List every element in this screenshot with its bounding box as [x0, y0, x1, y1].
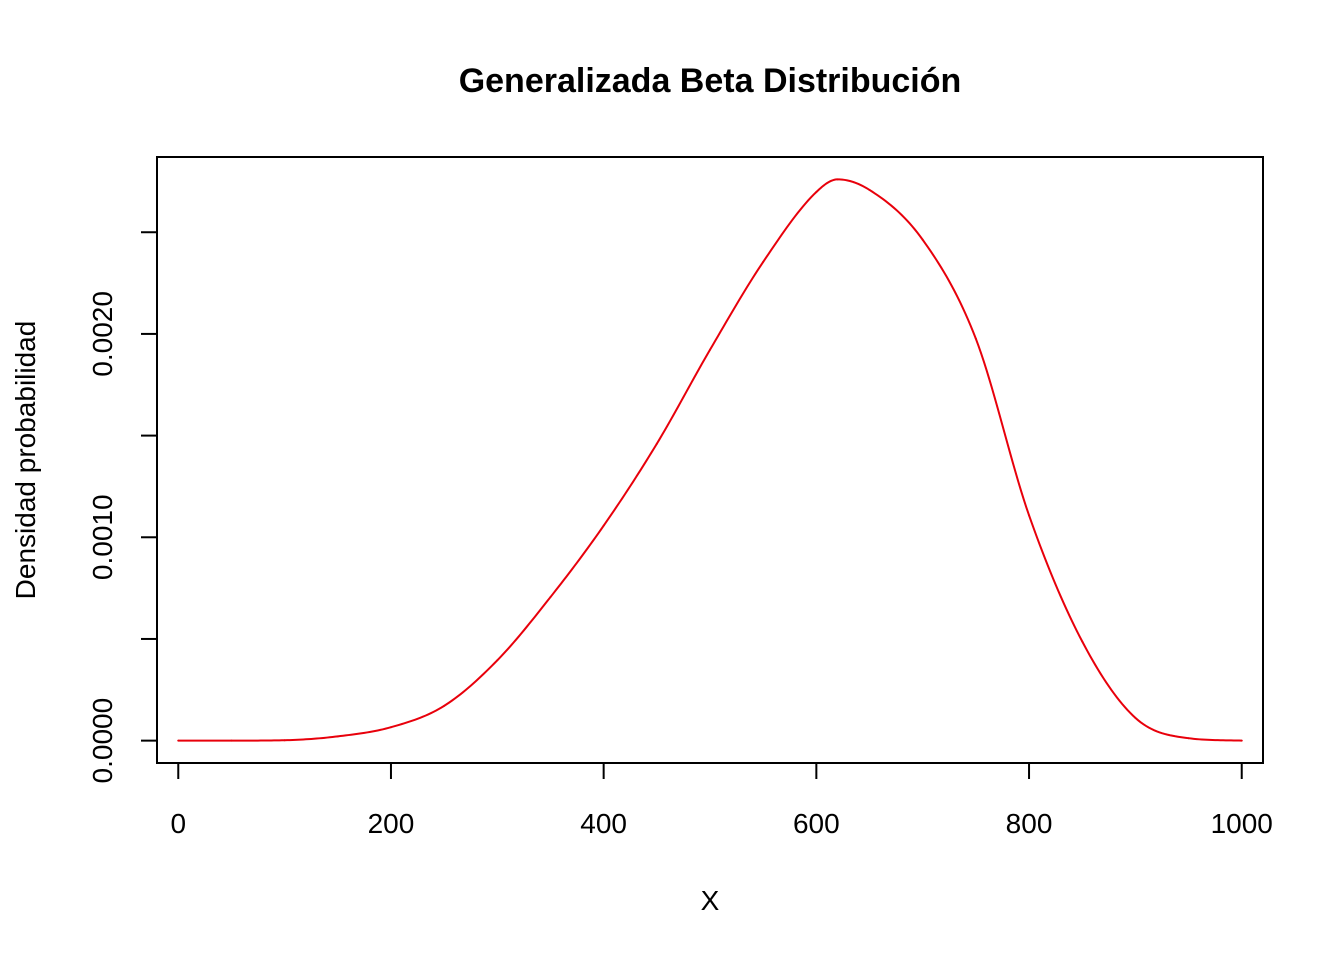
density-line	[178, 178, 1242, 742]
plot-frame	[156, 156, 1264, 764]
data-point	[336, 735, 339, 738]
x-tick-label: 800	[1006, 808, 1053, 839]
data-point	[230, 739, 233, 742]
x-tick-label: 600	[793, 808, 840, 839]
data-point	[762, 260, 765, 263]
y-axis-label: Densidad probabilidad	[10, 321, 41, 600]
data-point	[1240, 739, 1243, 742]
y-tick-label: 0.0000	[87, 698, 118, 784]
y-tick-label: 0.0010	[87, 494, 118, 580]
y-axis: 0.0000 0.0010 0.0020	[87, 231, 158, 784]
data-point	[496, 659, 499, 662]
x-axis-label: X	[701, 885, 720, 916]
data-point	[836, 178, 839, 181]
data-point	[443, 704, 446, 707]
data-point	[1187, 737, 1190, 740]
data-point	[868, 188, 871, 191]
data-point	[602, 524, 605, 527]
data-point	[709, 348, 711, 351]
data-point	[921, 238, 924, 241]
data-point	[283, 739, 286, 742]
data-point	[389, 726, 392, 729]
x-tick-label: 200	[368, 808, 415, 839]
x-axis: 0 200 400 600 800 1000	[170, 762, 1273, 839]
data-point	[177, 739, 180, 742]
data-point	[815, 190, 818, 193]
data-point	[1134, 716, 1137, 719]
data-point	[655, 442, 658, 445]
data-point	[974, 337, 977, 340]
data-point	[1081, 640, 1084, 643]
data-point	[1028, 514, 1031, 517]
series-group	[177, 178, 1243, 742]
x-tick-label: 1000	[1211, 808, 1273, 839]
x-tick-label: 0	[170, 808, 186, 839]
chart-title: Generalizada Beta Distribución	[459, 62, 962, 100]
data-point	[549, 596, 552, 599]
x-tick-label: 400	[580, 808, 627, 839]
y-tick-label: 0.0020	[87, 291, 118, 377]
